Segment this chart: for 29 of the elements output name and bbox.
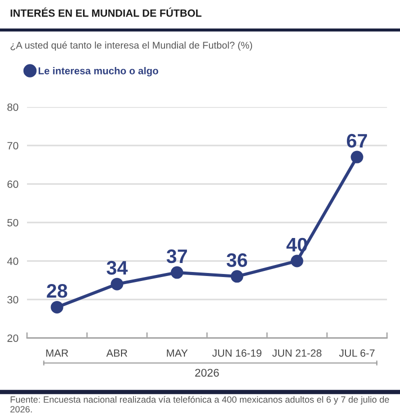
data-label: 36 (226, 253, 248, 268)
y-tick-label: 50 (7, 218, 18, 226)
point (290, 254, 304, 268)
y-tick-label: 60 (7, 180, 18, 188)
x-tick-label: MAR (46, 349, 68, 357)
point (170, 266, 184, 279)
data-label: 67 (346, 134, 367, 148)
y-tick-label: 40 (7, 257, 18, 265)
chart-title: INTERÉS EN EL MUNDIAL DE FÚTBOL (10, 7, 202, 17)
chart-subtitle: ¿A usted qué tanto le interesa el Mundial de Futbol? (%) (10, 41, 252, 51)
point (50, 300, 64, 314)
x-tick-label: JUL 6-7 (339, 349, 375, 357)
point (110, 278, 124, 290)
legend-label: Le interesa mucho o algo (38, 67, 158, 76)
data-label: 34 (106, 260, 128, 275)
point (350, 150, 364, 164)
data-label: 28 (46, 284, 68, 298)
x-tick-label: MAY (166, 349, 188, 357)
y-tick-label: 70 (7, 142, 18, 150)
y-tick-label: 30 (7, 296, 18, 304)
x-tick-label: ABR (106, 349, 128, 357)
x-tick-label: JUN 16-19 (212, 349, 262, 357)
point (230, 270, 244, 283)
y-tick-label: 80 (7, 103, 18, 111)
y-tick-label: 20 (7, 334, 18, 342)
x-axis-title: 2026 (195, 368, 219, 377)
data-label: 37 (166, 249, 187, 264)
x-tick-label: JUN 21-28 (272, 349, 322, 357)
source-note: Fuente: Encuesta nacional realizada vía telefónica a 400 mexicanos adultos el 6 y 7 de julio de 2026. (10, 396, 390, 412)
